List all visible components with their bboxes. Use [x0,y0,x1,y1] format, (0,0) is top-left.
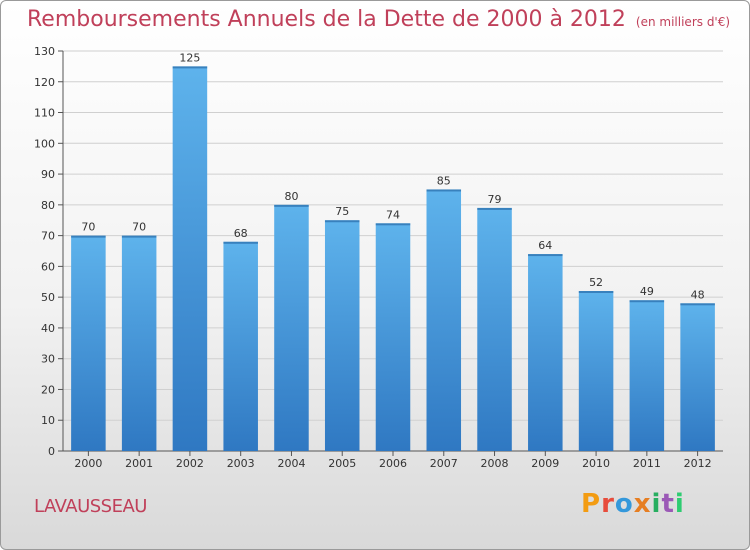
bar-top-edge [375,223,411,226]
bars [71,66,715,451]
chart-subtitle: (en milliers d'€) [635,15,731,29]
data-label: 64 [538,239,552,252]
bar [578,291,614,451]
bar [324,220,360,451]
y-tick-label: 100 [34,137,55,150]
bar [121,235,157,451]
bar-top-edge [121,235,157,238]
bar [274,204,309,451]
data-label: 85 [437,174,451,187]
chart-title: Remboursements Annuels de la Dette de 20… [27,7,730,32]
y-tick-label: 130 [34,45,55,58]
bar-top-edge [71,235,106,238]
y-tick-label: 30 [41,353,55,366]
bar-top-edge [223,241,258,244]
bar [223,241,258,451]
commune-name: LAVAUSSEAU [34,496,147,517]
bar-top-edge [477,207,512,210]
logo-letter: i [674,489,685,519]
data-label: 52 [589,276,603,289]
y-tick-label: 40 [41,322,55,335]
bar [629,300,665,451]
data-label: 70 [132,221,146,234]
logo-letter: r [601,489,615,519]
y-tick-label: 90 [41,168,55,181]
x-tick-label: 2001 [125,457,153,470]
y-tick-label: 120 [34,76,55,89]
y-tick-label: 20 [41,383,55,396]
y-tick-label: 80 [41,199,55,212]
labels: 0 10 20 30 40 50 60 70 80 90 100 110 120 130 70 2000 70 2… [34,45,712,470]
data-label: 48 [691,288,705,301]
x-tick-label: 2009 [531,457,559,470]
data-label: 79 [488,193,502,206]
logo-letter: i [651,489,662,519]
y-tick-label: 60 [41,260,55,273]
x-tick-label: 2008 [481,457,509,470]
data-label: 75 [335,205,349,218]
x-tick-label: 2007 [430,457,458,470]
x-tick-label: 2000 [74,457,102,470]
bar [477,207,512,451]
bar-top-edge [172,66,208,69]
x-tick-label: 2011 [633,457,661,470]
logo-letter: t [661,489,675,519]
bar [375,223,411,451]
data-label: 74 [386,208,400,221]
bar-top-edge [426,189,462,192]
y-tick-label: 110 [34,107,55,120]
y-tick-label: 70 [41,230,55,243]
bar-top-edge [528,254,563,257]
y-tick-label: 50 [41,291,55,304]
x-tick-label: 2010 [582,457,610,470]
x-tick-label: 2002 [176,457,204,470]
y-tick-label: 0 [48,445,55,458]
logo-letter: P [581,489,602,519]
proxiti-logo[interactable]: Proxiti [581,489,685,519]
bar [680,303,715,451]
bar-top-edge [680,303,715,306]
chart-title-text: Remboursements Annuels de la Dette de 20… [27,7,626,32]
data-label: 68 [234,227,248,240]
bar-top-edge [578,291,614,293]
x-tick-label: 2005 [328,457,356,470]
x-tick-label: 2004 [277,457,305,470]
data-label: 125 [179,51,200,64]
bar-top-edge [629,300,665,303]
x-tick-label: 2012 [684,457,712,470]
bar [71,235,106,451]
logo-letter: x [633,489,652,519]
data-label: 70 [81,221,95,234]
logo-letter: o [614,489,634,519]
data-label: 49 [640,285,654,298]
bar [426,189,462,451]
bar-top-edge [324,220,360,223]
bar [528,254,563,451]
bar-top-edge [274,204,309,207]
data-label: 80 [284,190,298,203]
y-tick-label: 10 [41,414,55,427]
bar [172,66,208,451]
x-tick-label: 2006 [379,457,407,470]
x-tick-label: 2003 [227,457,255,470]
